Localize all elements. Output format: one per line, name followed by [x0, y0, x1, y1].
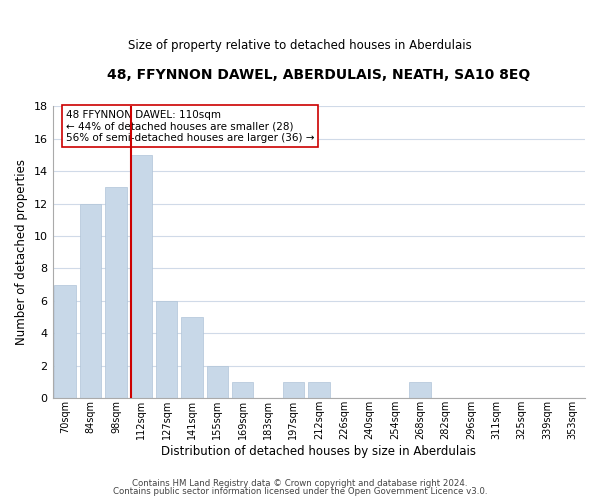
Title: 48, FFYNNON DAWEL, ABERDULAIS, NEATH, SA10 8EQ: 48, FFYNNON DAWEL, ABERDULAIS, NEATH, SA… — [107, 68, 530, 82]
Bar — [80, 204, 101, 398]
X-axis label: Distribution of detached houses by size in Aberdulais: Distribution of detached houses by size … — [161, 444, 476, 458]
Bar — [55, 284, 76, 398]
Bar — [206, 366, 228, 398]
Bar — [181, 317, 203, 398]
Bar — [232, 382, 253, 398]
Bar — [131, 155, 152, 398]
Bar — [409, 382, 431, 398]
Bar — [105, 188, 127, 398]
Y-axis label: Number of detached properties: Number of detached properties — [15, 159, 28, 345]
Text: 48 FFYNNON DAWEL: 110sqm
← 44% of detached houses are smaller (28)
56% of semi-d: 48 FFYNNON DAWEL: 110sqm ← 44% of detach… — [66, 110, 314, 142]
Bar — [308, 382, 329, 398]
Text: Contains HM Land Registry data © Crown copyright and database right 2024.: Contains HM Land Registry data © Crown c… — [132, 478, 468, 488]
Text: Size of property relative to detached houses in Aberdulais: Size of property relative to detached ho… — [128, 38, 472, 52]
Bar — [283, 382, 304, 398]
Bar — [156, 301, 178, 398]
Text: Contains public sector information licensed under the Open Government Licence v3: Contains public sector information licen… — [113, 487, 487, 496]
